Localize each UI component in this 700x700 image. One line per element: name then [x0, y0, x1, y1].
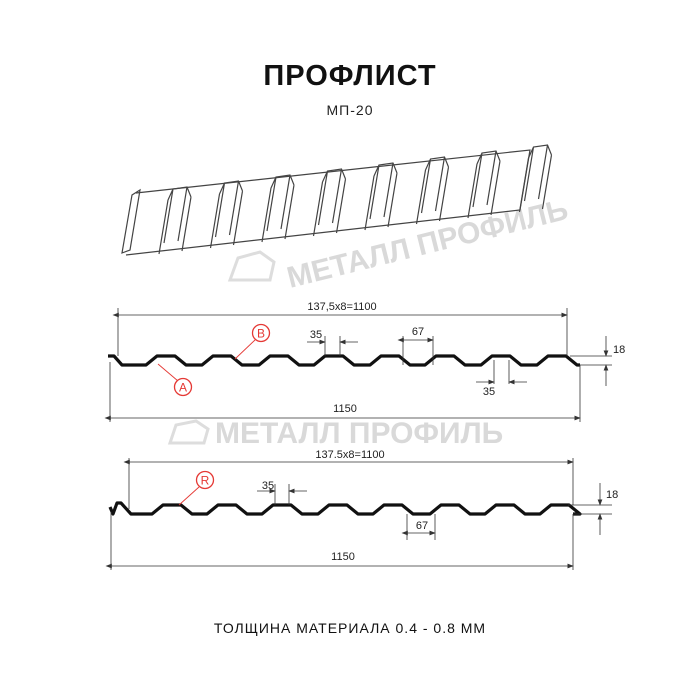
- profile-r-shape: [108, 501, 582, 516]
- sheet-rib: [261, 174, 295, 243]
- rib-top-dimension-label: 35: [262, 480, 274, 492]
- valley-dimension-label: 35: [483, 386, 495, 398]
- svg-text:МЕТАЛЛ ПРОФИЛЬ: МЕТАЛЛ ПРОФИЛЬ: [284, 193, 572, 295]
- height-dimension-label: 18: [613, 344, 625, 356]
- svg-text:R: R: [201, 474, 210, 488]
- sheet-rib: [158, 186, 192, 255]
- rib-top-dimension-label: 35: [310, 329, 322, 341]
- watermark-middle: МЕТАЛЛ ПРОФИЛЬ: [167, 417, 503, 450]
- marker-a: A: [157, 363, 193, 397]
- profile-r: 137.5x8=1100 1150 35 67 18 R: [105, 449, 618, 570]
- width-dimension-label: 1150: [331, 551, 355, 563]
- sheet-rib: [209, 180, 244, 249]
- sheet-rib: [415, 156, 450, 225]
- rib-bottom-dimension-label: 67: [412, 326, 424, 338]
- svg-text:B: B: [257, 327, 265, 341]
- width-dimension-label: 1150: [333, 403, 357, 415]
- sheet-rib: [518, 144, 553, 213]
- height-dimension-label: 18: [606, 489, 618, 501]
- profile-a-shape: [108, 354, 580, 367]
- pitch-dimension-label: 137,5x8=1100: [307, 301, 376, 313]
- sheet-rib: [364, 162, 398, 231]
- rib-bottom-dimension-label: 67: [416, 520, 428, 532]
- model-subtitle: МП-20: [326, 102, 374, 118]
- sheet-isometric-view: [121, 144, 553, 256]
- page-title: ПРОФЛИСТ: [263, 60, 437, 92]
- marker-r: R: [178, 470, 215, 506]
- marker-b: B: [234, 323, 271, 360]
- material-thickness-note: ТОЛЩИНА МАТЕРИАЛА 0.4 - 0.8 ММ: [213, 620, 487, 636]
- svg-text:A: A: [179, 381, 187, 395]
- sheet-rib: [312, 168, 347, 237]
- pitch-dimension-label: 137.5x8=1100: [315, 449, 384, 461]
- sheet-edge: [121, 188, 141, 254]
- sheet-rib: [467, 150, 501, 219]
- profile-a: 137,5x8=1100 1150 35 67 35 18 B A: [104, 301, 625, 422]
- svg-text:МЕТАЛЛ ПРОФИЛЬ: МЕТАЛЛ ПРОФИЛЬ: [215, 417, 503, 450]
